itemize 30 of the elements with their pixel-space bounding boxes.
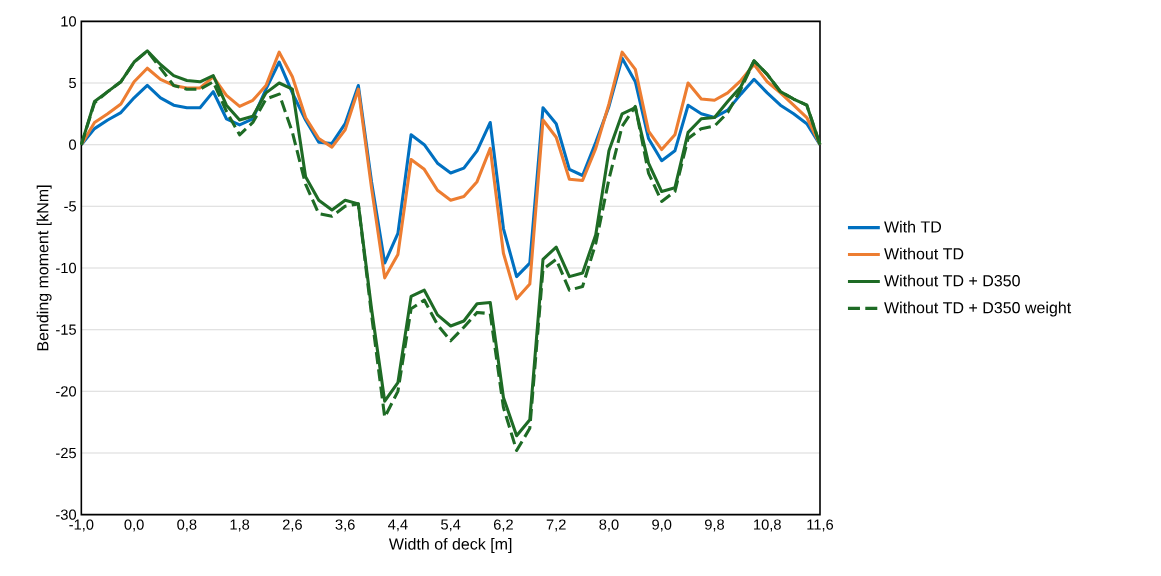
x-tick-label: 9,8 — [704, 519, 725, 532]
x-tick-label: 9,0 — [652, 519, 672, 532]
x-tick-label: 6,2 — [493, 519, 513, 532]
x-tick-label: 3,6 — [335, 519, 355, 532]
y-tick-label: 10 — [61, 16, 77, 27]
x-tick-label: 5,4 — [441, 519, 461, 532]
x-tick-label: 10,8 — [754, 519, 781, 532]
x-tick-label: 2,6 — [282, 519, 302, 532]
y-tick-label: 0 — [69, 139, 77, 150]
legend-label: With TD — [884, 220, 942, 233]
y-tick-label: -30 — [56, 509, 77, 520]
x-tick-label: 8,0 — [599, 519, 619, 532]
y-tick-label: -25 — [56, 447, 76, 459]
x-tick-label: 0,0 — [124, 519, 144, 532]
x-tick-label: 1,8 — [230, 519, 250, 532]
y-axis-title: Bending moment [kNm] — [36, 185, 52, 351]
x-tick-label: -1,0 — [69, 519, 94, 532]
x-tick-label: 7,2 — [546, 519, 566, 532]
legend-label: Without TD + D350 — [884, 274, 1020, 287]
x-axis-title: Width of deck [m] — [388, 537, 512, 553]
y-tick-label: -20 — [56, 386, 77, 397]
y-tick-label: -5 — [64, 201, 76, 212]
x-tick-label: 4,4 — [388, 519, 408, 532]
y-tick-label: -10 — [56, 262, 77, 274]
x-tick-label: 0,8 — [177, 519, 197, 532]
legend-label: Without TD — [884, 247, 964, 260]
y-tick-label: -15 — [56, 324, 76, 335]
y-tick-label: 5 — [69, 77, 76, 89]
x-tick-label: 11,6 — [807, 519, 834, 532]
legend-label: Without TD + D350 weight — [884, 301, 1072, 317]
